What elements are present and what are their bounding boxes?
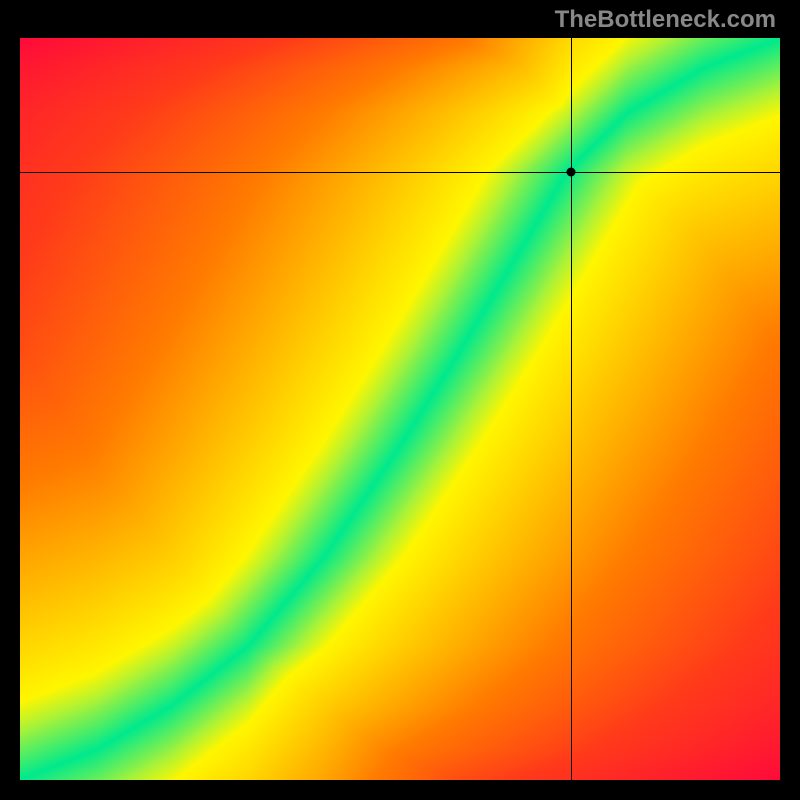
watermark-text: TheBottleneck.com [555,6,776,34]
heatmap-plot [20,38,780,780]
crosshair-vertical [571,38,572,780]
crosshair-horizontal [20,172,780,173]
intersection-marker [567,167,576,176]
heatmap-canvas [20,38,780,780]
